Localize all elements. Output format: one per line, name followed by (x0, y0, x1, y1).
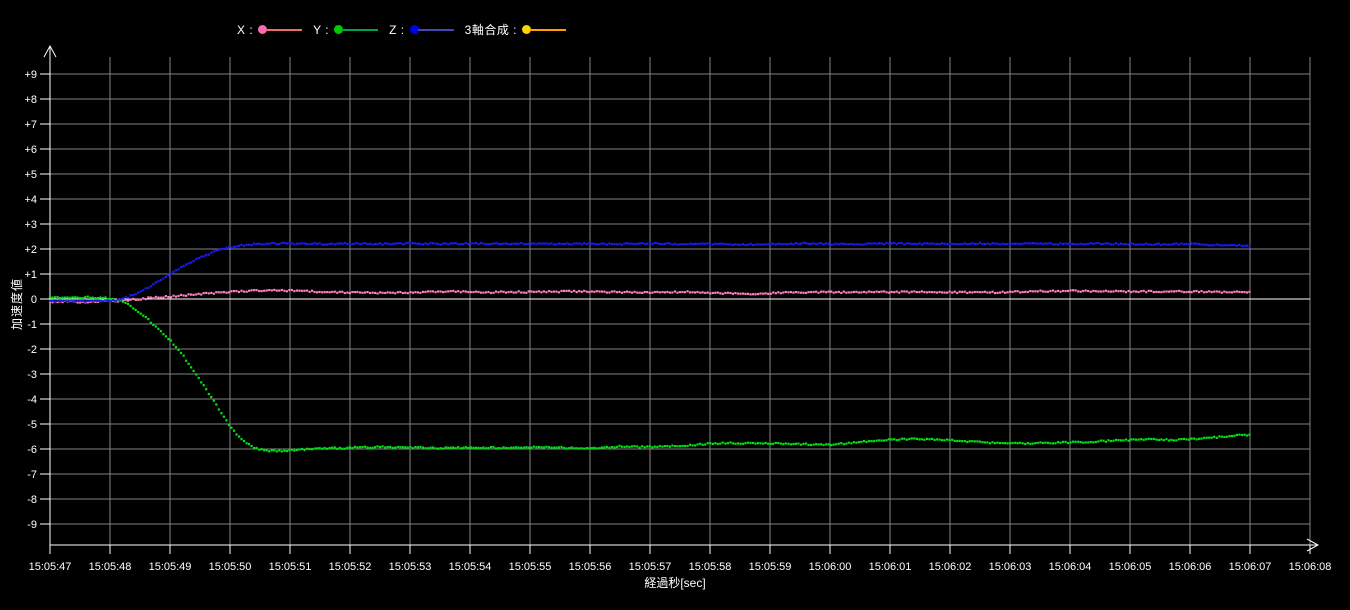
x-tick-label: 15:05:47 (29, 561, 72, 573)
y-tick-label: -4 (27, 394, 37, 406)
y-tick-label: -8 (27, 494, 37, 506)
y-tick-label: +7 (24, 119, 37, 131)
x-tick-label: 15:05:54 (449, 561, 492, 573)
series-X (48, 288, 1251, 304)
y-tick-label: -2 (27, 344, 37, 356)
x-tick-label: 15:06:08 (1289, 561, 1332, 573)
y-tick-label: +3 (24, 219, 37, 231)
legend-label-x: X : (237, 22, 254, 37)
x-tick-label: 15:06:02 (929, 561, 972, 573)
y-tick-label: -7 (27, 469, 37, 481)
legend-line-swatch (529, 28, 566, 31)
legend-item-x: X : (237, 22, 303, 37)
y-tick-label: -1 (27, 319, 37, 331)
y-tick-label: +2 (24, 244, 37, 256)
x-tick-label: 15:05:55 (509, 561, 552, 573)
legend-item-z: Z : (389, 23, 454, 37)
x-tick-label: 15:06:05 (1109, 561, 1152, 573)
legend-marker-icon (409, 25, 419, 34)
x-tick-label: 15:05:56 (569, 561, 612, 573)
legend-label-y: Y : (313, 22, 330, 37)
x-tick-label: 15:05:49 (149, 561, 192, 573)
y-tick-label: -3 (27, 369, 37, 381)
x-tick-label: 15:06:00 (809, 561, 852, 573)
legend-line-swatch (417, 28, 454, 31)
legend-marker-icon (258, 25, 268, 34)
y-tick-label: +9 (24, 69, 37, 81)
legend-item-y: Y : (313, 22, 379, 37)
legend-line-swatch (342, 28, 379, 31)
chart-legend: X : Y : Z : 3軸合成 : (237, 21, 566, 38)
y-tick-label: +5 (24, 169, 37, 181)
x-tick-label: 15:06:03 (989, 561, 1032, 573)
x-tick-label: 15:05:48 (89, 561, 132, 573)
x-tick-label: 15:05:52 (329, 561, 372, 573)
y-tick-label: +8 (24, 94, 37, 106)
x-tick-label: 15:06:06 (1169, 561, 1212, 573)
x-tick-label: 15:06:01 (869, 561, 912, 573)
x-tick-label: 15:05:51 (269, 561, 312, 573)
series-Z (48, 241, 1251, 303)
x-tick-label: 15:05:50 (209, 561, 252, 573)
x-tick-label: 15:06:07 (1229, 561, 1272, 573)
x-tick-label: 15:05:58 (689, 561, 732, 573)
y-axis-title: 加速度値 (10, 277, 24, 330)
y-tick-label: +6 (24, 144, 37, 156)
x-tick-label: 15:05:57 (629, 561, 672, 573)
y-tick-label: -5 (27, 419, 37, 431)
y-tick-label: 0 (31, 294, 37, 306)
legend-marker-icon (521, 25, 531, 34)
legend-item-composite: 3軸合成 : (465, 21, 566, 38)
legend-label-composite: 3軸合成 : (464, 23, 517, 37)
y-tick-label: +4 (24, 194, 37, 206)
series-Y (48, 295, 1251, 453)
y-tick-label: -9 (27, 519, 37, 531)
x-tick-label: 15:05:53 (389, 561, 432, 573)
legend-label-z: Z : (389, 22, 405, 37)
x-axis-title: 経過秒[sec] (644, 576, 706, 590)
x-tick-label: 15:05:59 (749, 561, 792, 573)
x-tick-label: 15:06:04 (1049, 561, 1092, 573)
legend-line-swatch (266, 28, 303, 31)
y-tick-label: -6 (27, 444, 37, 456)
y-tick-label: +1 (24, 269, 37, 281)
legend-marker-icon (334, 25, 344, 34)
